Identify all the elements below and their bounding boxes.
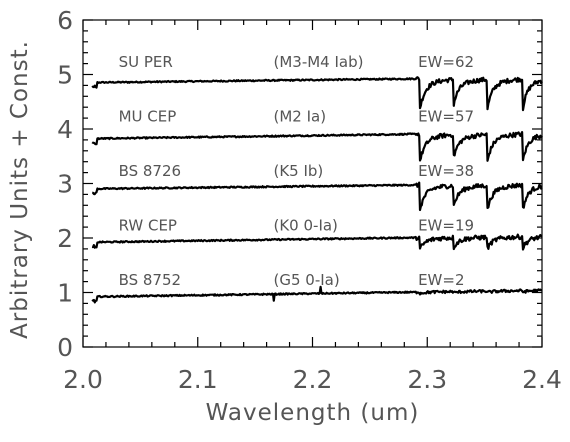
spectral-type-label: (K0 0-Ia) xyxy=(273,216,337,234)
series-name-label: MU CEP xyxy=(119,107,177,125)
spectrum-line xyxy=(91,285,543,304)
x-tick-label: 2.0 xyxy=(63,365,103,394)
series-name-label: SU PER xyxy=(119,53,173,71)
series-annotations: SU PER (M3-M4 Iab) EW=62 MU CEP (M2 Ia) EW=57… xyxy=(119,53,474,289)
x-tick-label: 2.2 xyxy=(293,365,333,394)
spectrum-line xyxy=(91,233,543,251)
x-tick-label: 2.3 xyxy=(407,365,447,394)
y-tick-label: 1 xyxy=(57,279,73,308)
spectrum-line xyxy=(91,131,543,162)
ew-label: EW=62 xyxy=(418,53,474,71)
series-name-label: BS 8752 xyxy=(119,271,182,289)
x-tick-label: 2.4 xyxy=(522,365,562,394)
series-name-label: BS 8726 xyxy=(119,162,182,180)
y-axis-title: Arbitrary Units + Const. xyxy=(7,40,33,339)
y-tick-labels: 0 1 2 3 4 5 6 xyxy=(57,6,73,362)
spectral-type-label: (G5 0-Ia) xyxy=(273,271,339,289)
y-tick-label: 2 xyxy=(57,224,73,253)
ew-label: EW=57 xyxy=(418,107,474,125)
y-tick-label: 5 xyxy=(57,61,73,90)
spectra-series xyxy=(91,76,543,304)
series-name-label: RW CEP xyxy=(119,216,177,234)
x-axis-title: Wavelength (um) xyxy=(206,400,420,426)
y-tick-label: 3 xyxy=(57,170,73,199)
x-tick-labels: 2.0 2.1 2.2 2.3 2.4 xyxy=(63,365,562,394)
spectrum-line xyxy=(91,76,543,112)
axis-ticks xyxy=(82,19,543,348)
spectrum-line xyxy=(91,181,543,212)
ew-label: EW=2 xyxy=(418,271,464,289)
ew-label: EW=38 xyxy=(418,162,474,180)
spectral-type-label: (M2 Ia) xyxy=(273,107,326,125)
spectral-type-label: (M3-M4 Iab) xyxy=(273,53,363,71)
ew-label: EW=19 xyxy=(418,216,474,234)
y-tick-label: 0 xyxy=(57,333,73,362)
y-tick-label: 4 xyxy=(57,115,73,144)
y-tick-label: 6 xyxy=(57,6,73,35)
spectral-type-label: (K5 Ib) xyxy=(273,162,323,180)
x-tick-label: 2.1 xyxy=(178,365,218,394)
